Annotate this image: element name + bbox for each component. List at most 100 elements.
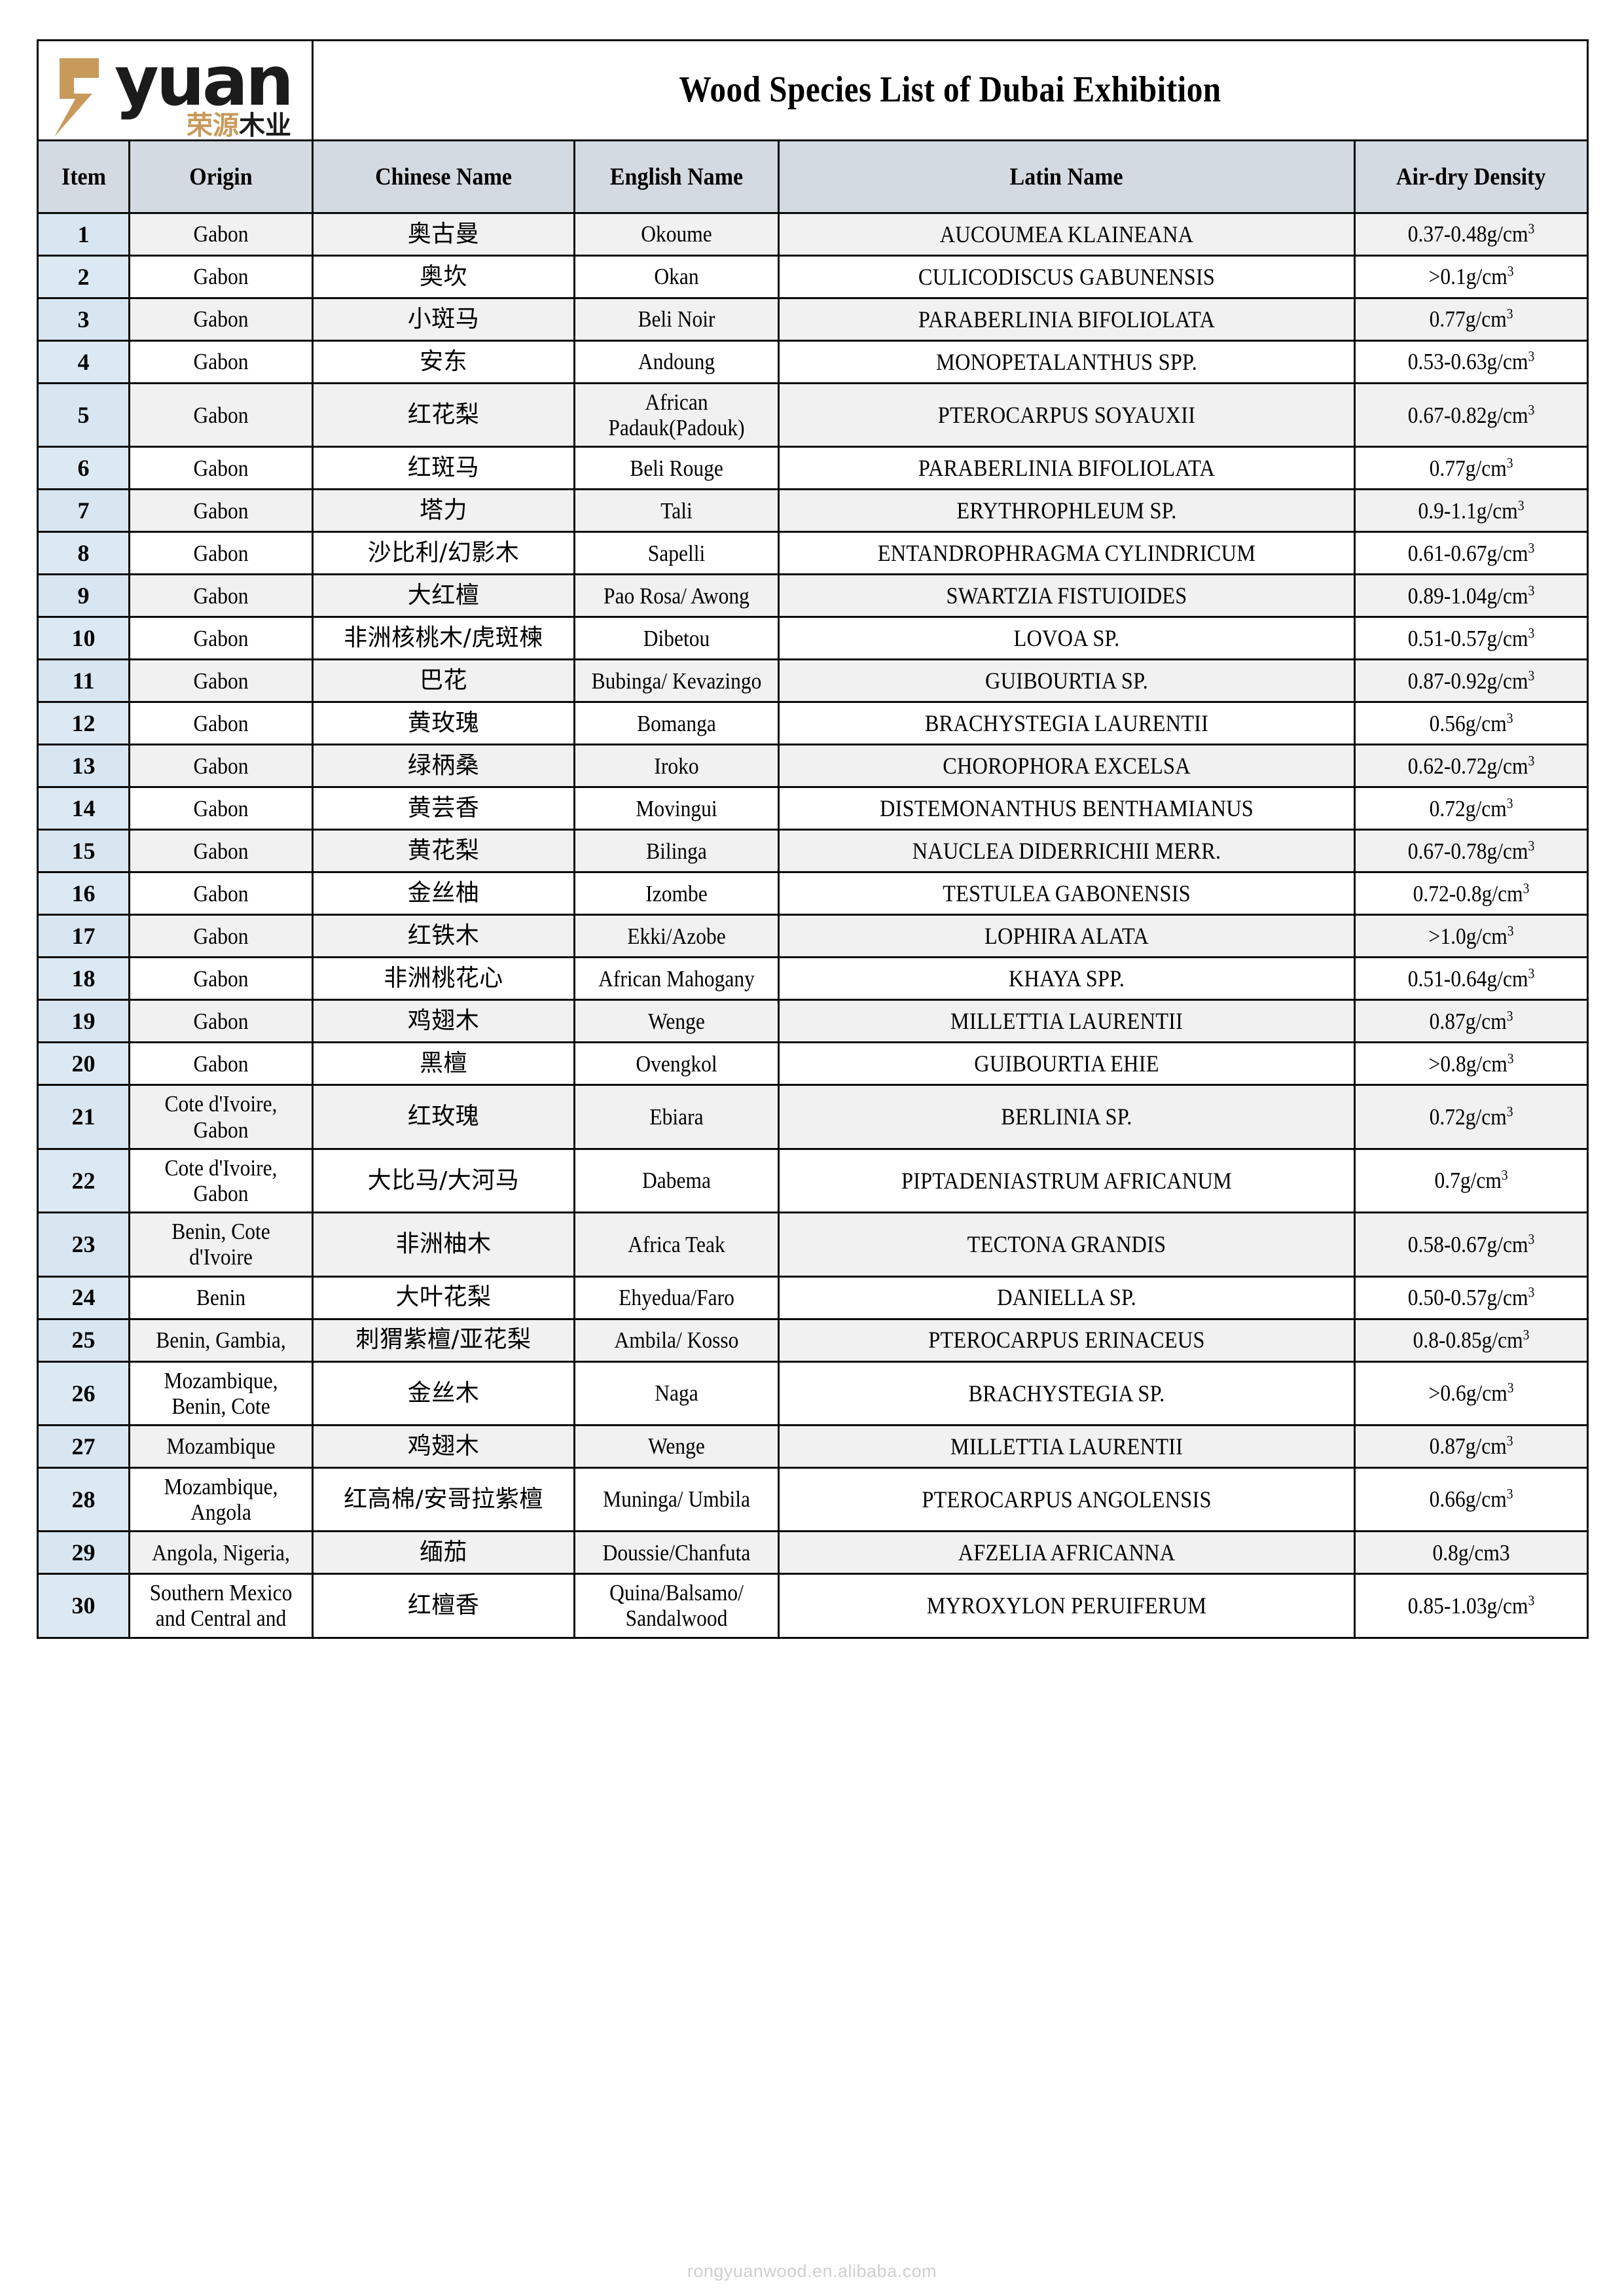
cell-latin: MILLETTIA LAURENTII <box>778 999 1356 1044</box>
origin-value: Gabon <box>193 540 249 566</box>
latin-value: AFZELIA AFRICANNA <box>958 1539 1176 1566</box>
origin-value: Mozambique, Angola <box>164 1473 278 1526</box>
cell-item: 14 <box>37 786 130 831</box>
cell-latin: DISTEMONANTHUS BENTHAMIANUS <box>778 786 1356 831</box>
density-number: 0.67-0.78 <box>1407 838 1487 864</box>
cn-value: 塔力 <box>419 497 467 524</box>
table-row: 6 Gabon 红斑马 Beli Rouge PARABERLINIA BIFOLIOL… <box>37 446 1589 491</box>
cell-cn: 小斑马 <box>312 297 575 342</box>
cell-cn: 非洲桃花心 <box>312 956 575 1001</box>
item-value: 5 <box>77 402 90 429</box>
density-unit: g/cm <box>1481 880 1523 906</box>
cell-en: Beli Noir <box>573 297 780 342</box>
cell-cn: 红高棉/安哥拉紫檀 <box>312 1466 575 1533</box>
cell-item: 19 <box>37 999 130 1044</box>
density-exponent: 3 <box>1506 455 1513 471</box>
cell-item: 15 <box>37 829 130 874</box>
density-unit: g/cm <box>1487 349 1528 375</box>
cell-en: Ebiara <box>573 1084 780 1150</box>
en-value: Ambila/ Kosso <box>614 1327 739 1353</box>
table-row: 13 Gabon 绿柄桑 Iroko CHOROPHORA EXCELSA 0.62-0.… <box>37 744 1589 789</box>
density-exponent: 3 <box>1523 880 1530 897</box>
cell-latin: ENTANDROPHRAGMA CYLINDRICUM <box>778 531 1356 576</box>
cell-latin: DANIELLA SP. <box>778 1275 1356 1320</box>
cn-value: 黑檀 <box>419 1050 467 1077</box>
latin-value: MONOPETALANTHUS SPP. <box>936 348 1197 375</box>
column-header-latin: Latin Name <box>778 139 1356 214</box>
masthead-row: yuan 荣源木业 Wood Species List of Dubai Exh… <box>37 39 1589 141</box>
cn-value: 红铁木 <box>407 922 480 950</box>
density-value: 0.51-0.64g/cm3 <box>1367 961 1576 997</box>
cell-origin: Gabon <box>128 255 314 299</box>
density-unit: g/cm <box>1487 1231 1528 1257</box>
cell-item: 5 <box>37 382 130 448</box>
cn-value: 红檀香 <box>407 1592 480 1619</box>
table-row: 5 Gabon 红花梨 African Padauk(Padouk) PTEROCARP… <box>37 382 1589 448</box>
cell-item: 17 <box>37 914 130 959</box>
origin-value: Benin, Cote d'Ivoire <box>171 1219 270 1270</box>
cell-origin: Angola, Nigeria, <box>128 1530 314 1575</box>
table-row: 27 Mozambique 鸡翅木 Wenge MILLETTIA LAURENTII 0… <box>37 1424 1589 1469</box>
density-value: >0.8g/cm3 <box>1367 1046 1576 1082</box>
cell-item: 9 <box>37 573 130 619</box>
cell-latin: TECTONA GRANDIS <box>778 1211 1356 1278</box>
cell-cn: 金丝柚 <box>312 871 575 916</box>
density-exponent: 3 <box>1528 1592 1535 1609</box>
cell-latin: TESTULEA GABONENSIS <box>778 871 1356 916</box>
item-value: 26 <box>71 1380 96 1407</box>
cell-dens: 0.56g/cm3 <box>1353 701 1589 746</box>
cell-dens: >0.8g/cm3 <box>1353 1041 1589 1086</box>
en-value: Africa Teak <box>628 1231 725 1257</box>
latin-value: PTEROCARPUS SOYAUXII <box>937 402 1196 429</box>
cell-cn: 奥古曼 <box>312 212 575 257</box>
en-value: Doussie/Chanfuta <box>602 1539 751 1566</box>
cell-en: Bomanga <box>573 701 780 746</box>
density-unit: g/cm <box>1465 710 1507 736</box>
cell-item: 1 <box>37 212 130 257</box>
cn-value: 红花梨 <box>407 401 480 429</box>
cell-latin: MILLETTIA LAURENTII <box>778 1424 1356 1469</box>
cell-latin: PARABERLINIA BIFOLIOLATA <box>778 297 1356 342</box>
origin-value: Gabon <box>193 838 249 864</box>
density-unit: g/cm <box>1465 306 1507 332</box>
cell-item: 21 <box>37 1084 130 1150</box>
item-value: 16 <box>71 880 96 907</box>
item-value: 27 <box>71 1433 96 1460</box>
item-value: 21 <box>71 1103 96 1130</box>
cell-en: Ekki/Azobe <box>573 914 780 959</box>
origin-value: Gabon <box>193 710 249 736</box>
item-value: 14 <box>71 795 96 822</box>
density-exponent: 3 <box>1506 710 1513 726</box>
density-number: >0.8 <box>1428 1050 1466 1077</box>
cell-origin: Gabon <box>128 658 314 704</box>
cn-value: 大叶花梨 <box>395 1283 492 1311</box>
origin-value: Gabon <box>193 221 249 247</box>
density-number: 0.56 <box>1429 710 1466 736</box>
logo-wordmark: yuan <box>115 41 294 121</box>
column-header-cn: Chinese Name <box>312 139 575 214</box>
latin-value: CHOROPHORA EXCELSA <box>943 753 1191 780</box>
latin-value: SWARTZIA FISTUIOIDES <box>946 583 1187 609</box>
latin-value: MILLETTIA LAURENTII <box>950 1433 1183 1460</box>
cell-cn: 缅茄 <box>312 1530 575 1575</box>
en-value: Quina/Balsamo/ Sandalwood <box>609 1580 744 1632</box>
cell-dens: 0.67-0.82g/cm3 <box>1353 382 1589 448</box>
table-row: 9 Gabon 大红檀 Pao Rosa/ Awong SWARTZIA FISTUIO… <box>37 573 1589 619</box>
cell-cn: 非洲柚木 <box>312 1211 575 1278</box>
cell-latin: AFZELIA AFRICANNA <box>778 1530 1356 1575</box>
cell-cn: 黄芸香 <box>312 786 575 831</box>
density-unit: g/cm <box>1487 965 1528 992</box>
density-number: 0.8 <box>1432 1539 1458 1566</box>
cell-dens: 0.37-0.48g/cm3 <box>1353 212 1589 257</box>
item-value: 29 <box>71 1539 96 1566</box>
en-value: Wenge <box>648 1433 705 1460</box>
company-logo: yuan 荣源木业 <box>37 39 314 141</box>
density-value: 0.37-0.48g/cm3 <box>1367 216 1576 252</box>
cell-origin: Gabon <box>128 871 314 916</box>
cell-cn: 刺猬紫檀/亚花梨 <box>312 1318 575 1363</box>
cell-latin: PARABERLINIA BIFOLIOLATA <box>778 446 1356 491</box>
density-value: 0.87g/cm3 <box>1367 1428 1576 1464</box>
cell-en: Ovengkol <box>573 1041 780 1086</box>
cell-dens: 0.58-0.67g/cm3 <box>1353 1211 1589 1278</box>
cell-dens: 0.61-0.67g/cm3 <box>1353 531 1589 576</box>
